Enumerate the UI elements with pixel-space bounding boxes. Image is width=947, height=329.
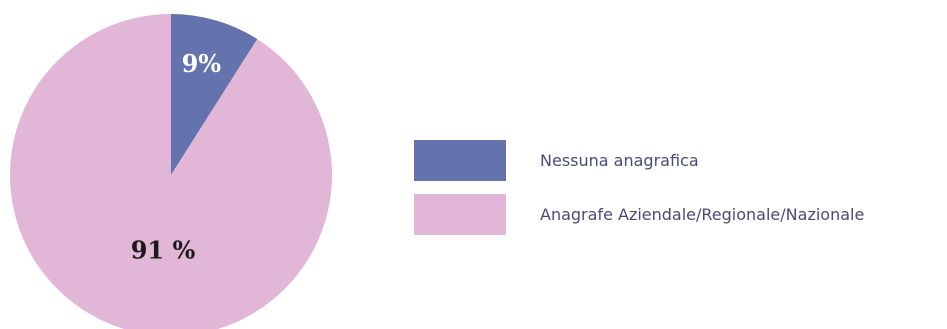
- legend-item-anagrafe: Anagrafe Aziendale/Regionale/Nazionale: [414, 194, 864, 235]
- pie-chart: 9% 91 %: [10, 14, 332, 329]
- pie-slices: [10, 14, 332, 329]
- pie-slice-label-0: 9%: [182, 49, 222, 78]
- legend-label-nessuna-anagrafica: Nessuna anagrafica: [540, 151, 699, 170]
- pie-labels: 9% 91 %: [131, 49, 222, 264]
- pie-slice-1: [10, 14, 332, 329]
- pie-slice-0: [171, 14, 258, 175]
- legend-label-anagrafe: Anagrafe Aziendale/Regionale/Nazionale: [540, 205, 865, 224]
- legend-swatch-anagrafe: [414, 194, 506, 235]
- legend-swatch-nessuna-anagrafica: [414, 140, 506, 181]
- legend-item-nessuna-anagrafica: Nessuna anagrafica: [414, 140, 864, 181]
- legend: Nessuna anagrafica Anagrafe Aziendale/Re…: [414, 140, 864, 248]
- pie-slice-label-1: 91 %: [131, 236, 196, 265]
